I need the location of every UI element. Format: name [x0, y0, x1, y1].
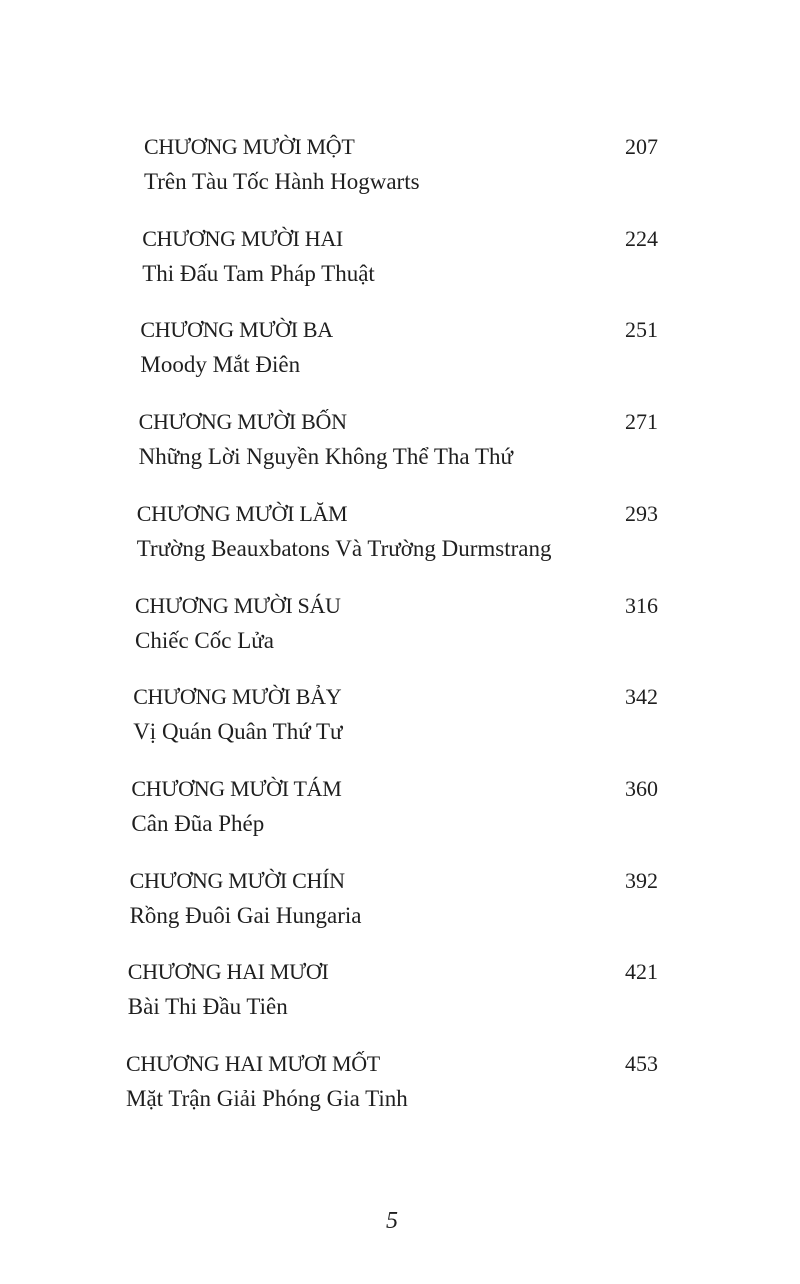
toc-entry: CHƯƠNG HAI MƯƠI Bài Thi Đầu Tiên 421: [128, 959, 658, 1021]
chapter-title: Mặt Trận Giải Phóng Gia Tinh: [126, 1086, 408, 1111]
chapter-page-number: 224: [624, 225, 658, 251]
toc-entry: CHƯƠNG MƯỜI BẢY Vị Quán Quân Thứ Tư 342: [133, 684, 658, 746]
chapter-page-number: 207: [625, 134, 658, 159]
chapter-page-number: 251: [624, 317, 658, 343]
chapter-label: CHƯƠNG MƯỜI BA: [140, 317, 333, 343]
chapter-title: Trên Tàu Tốc Hành Hogwarts: [144, 169, 420, 194]
chapter-label: CHƯƠNG MƯỜI TÁM: [131, 775, 342, 801]
chapter-page-number: 421: [624, 959, 658, 985]
chapter-title: Chiếc Cốc Lửa: [135, 627, 274, 653]
toc-entry: CHƯƠNG MƯỜI TÁM Cân Đũa Phép 360: [131, 776, 658, 838]
toc-entry: CHƯƠNG MƯỜI BA Moody Mắt Điên 251: [140, 317, 658, 379]
toc-entry: CHƯƠNG MƯỜI CHÍN Rồng Đuôi Gai Hungaria 39…: [130, 868, 658, 930]
chapter-page-number: 360: [624, 775, 658, 801]
chapter-title: Vị Quán Quân Thứ Tư: [133, 719, 343, 745]
chapter-title: Rồng Đuôi Gai Hungaria: [129, 902, 362, 928]
chapter-label: CHƯƠNG MƯỜI CHÍN: [129, 867, 345, 893]
toc-entry: CHƯƠNG MƯỜI MỘT Trên Tàu Tốc Hành Hogwart…: [144, 134, 658, 196]
chapter-page-number: 392: [624, 867, 658, 893]
chapter-label: CHƯƠNG MƯỜI HAI: [142, 225, 343, 251]
chapter-title: Moody Mắt Điên: [140, 352, 301, 378]
toc-entry: CHƯƠNG MƯỜI LĂM Trường Beauxbatons Và Trư…: [137, 501, 658, 563]
chapter-title: Trường Beauxbatons Và Trường Durmstrang: [136, 535, 552, 561]
toc-entry: CHƯƠNG HAI MƯƠI MỐT Mặt Trận Giải Phóng G…: [126, 1051, 658, 1113]
chapter-title: Bài Thi Đầu Tiên: [127, 994, 288, 1020]
chapter-title: Cân Đũa Phép: [131, 810, 265, 836]
chapter-label: CHƯƠNG MƯỜI BỐN: [138, 409, 347, 435]
chapter-page-number: 453: [625, 1051, 658, 1076]
chapter-page-number: 293: [624, 500, 658, 526]
chapter-page-number: 271: [624, 409, 658, 435]
chapter-label: CHƯƠNG MƯỜI BẢY: [133, 684, 342, 710]
toc-entry: CHƯƠNG MƯỜI HAI Thi Đấu Tam Pháp Thuật 224: [142, 226, 658, 288]
chapter-page-number: 316: [625, 592, 658, 618]
chapter-title: Những Lời Nguyền Không Thể Tha Thứ: [138, 444, 513, 470]
chapter-label: CHƯƠNG MƯỜI LĂM: [136, 500, 348, 526]
chapter-label: CHƯƠNG MƯỜI SÁU: [135, 592, 341, 618]
chapter-label: CHƯƠNG HAI MƯƠI: [127, 959, 329, 985]
chapter-page-number: 342: [624, 684, 658, 710]
chapter-label: CHƯƠNG MƯỜI MỘT: [144, 134, 355, 159]
toc-entry: CHƯƠNG MƯỜI SÁU Chiếc Cốc Lửa 316: [135, 593, 658, 655]
chapter-title: Thi Đấu Tam Pháp Thuật: [142, 260, 375, 286]
page-number: 5: [386, 1208, 398, 1234]
chapter-label: CHƯƠNG HAI MƯƠI MỐT: [126, 1051, 380, 1076]
toc-entry: CHƯƠNG MƯỜI BỐN Những Lời Nguyền Không Th…: [139, 409, 658, 471]
